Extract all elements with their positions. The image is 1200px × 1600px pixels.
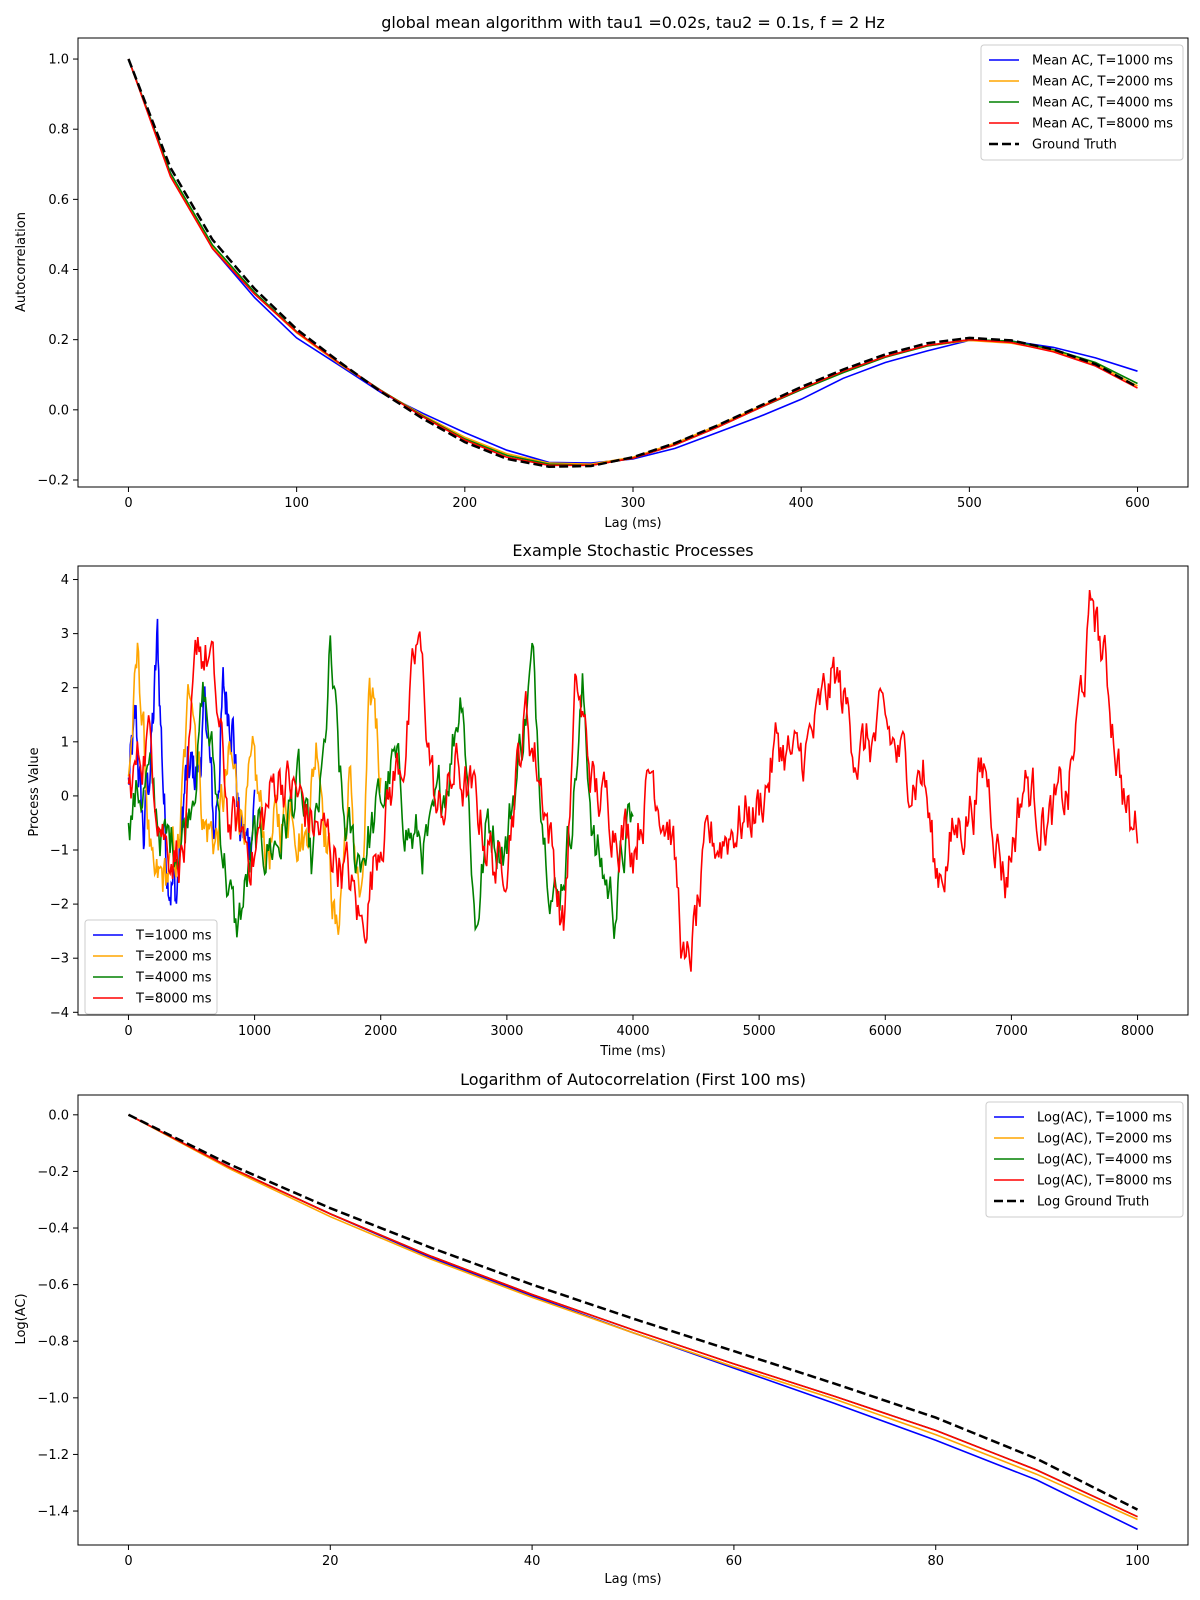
y-axis-label: Log(AC) <box>14 1293 29 1344</box>
y-tick-label: −1.2 <box>37 1448 69 1463</box>
x-tick-label: 5000 <box>743 1024 776 1039</box>
series-line <box>128 1114 1138 1518</box>
y-tick-label: 0.6 <box>48 193 69 208</box>
x-tick-label: 0 <box>124 1554 132 1569</box>
x-tick-label: 2000 <box>364 1024 397 1039</box>
series-line <box>127 618 256 906</box>
y-tick-label: −0.2 <box>37 1165 69 1180</box>
legend-box <box>980 44 1184 161</box>
legend-label: T=1000 ms <box>135 929 212 944</box>
y-tick-label: −0.4 <box>37 1222 69 1237</box>
x-axis-label: Lag (ms) <box>604 1572 661 1587</box>
y-tick-label: 2 <box>61 681 69 696</box>
legend-label: Log(AC), T=8000 ms <box>1037 1174 1172 1189</box>
legend-label: Log(AC), T=2000 ms <box>1037 1132 1172 1147</box>
x-tick-label: 0 <box>124 496 132 511</box>
series-group <box>127 589 1139 972</box>
x-tick-label: 20 <box>322 1554 339 1569</box>
y-tick-label: 1 <box>61 735 69 750</box>
series-line <box>127 642 382 935</box>
x-tick-label: 600 <box>1125 496 1150 511</box>
series-group <box>127 58 1139 468</box>
series-line <box>127 635 634 939</box>
chart-title: global mean algorithm with tau1 =0.02s, … <box>381 13 885 32</box>
x-tick-label: 100 <box>284 496 309 511</box>
x-tick-label: 100 <box>1125 1554 1150 1569</box>
y-axis-label: Autocorrelation <box>14 212 29 312</box>
x-tick-label: 3000 <box>490 1024 523 1039</box>
y-tick-label: −1.0 <box>37 1391 69 1406</box>
legend-label: Mean AC, T=1000 ms <box>1032 54 1173 69</box>
y-tick-label: −1.4 <box>37 1505 69 1520</box>
y-tick-label: 0.0 <box>48 403 69 418</box>
legend-box <box>985 1101 1184 1218</box>
x-tick-label: 60 <box>726 1554 743 1569</box>
x-tick-label: 1000 <box>238 1024 271 1039</box>
x-tick-label: 400 <box>789 496 814 511</box>
legend-label: Log(AC), T=4000 ms <box>1037 1153 1172 1168</box>
x-tick-label: 40 <box>524 1554 541 1569</box>
y-tick-label: 0.2 <box>48 333 69 348</box>
y-tick-label: 0.4 <box>48 263 69 278</box>
y-tick-label: 1.0 <box>48 53 69 68</box>
y-tick-label: −3 <box>50 952 69 967</box>
y-tick-label: −0.6 <box>37 1278 69 1293</box>
x-tick-label: 300 <box>621 496 646 511</box>
series-line <box>128 1114 1138 1521</box>
series-line <box>127 589 1139 972</box>
series-line <box>127 58 1139 468</box>
legend: Mean AC, T=1000 ms Mean AC, T=2000 ms Mean… <box>980 44 1184 161</box>
legend-label: Mean AC, T=8000 ms <box>1032 117 1173 132</box>
legend-label: Mean AC, T=4000 ms <box>1032 96 1173 111</box>
y-tick-label: 4 <box>61 573 69 588</box>
legend-box <box>84 919 218 1015</box>
y-tick-label: 0.0 <box>48 1108 69 1123</box>
x-tick-label: 80 <box>927 1554 944 1569</box>
x-tick-label: 8000 <box>1121 1024 1154 1039</box>
x-axis-label: Lag (ms) <box>604 516 661 531</box>
legend: T=1000 ms T=2000 ms T=4000 ms T=8000 ms <box>84 919 218 1015</box>
plot-area: 0 1000 2000 3000 4000 5000 6000 7000 8000 −4 −3 −2 −… <box>50 565 1189 1039</box>
y-tick-label: 0.8 <box>48 123 69 138</box>
y-tick-label: 0 <box>61 789 69 804</box>
plot-area: 0 100 200 300 400 500 600 −0.2 0.0 0.2 0.4 0.6 0.8 1.… <box>37 37 1189 511</box>
y-tick-label: −2 <box>50 898 69 913</box>
series-group <box>127 1113 1139 1531</box>
legend-label: Log Ground Truth <box>1037 1195 1149 1210</box>
chart-title: Example Stochastic Processes <box>512 541 753 560</box>
y-axis-label: Process Value <box>27 747 42 836</box>
legend-label: T=8000 ms <box>135 992 212 1007</box>
panel-autocorrelation: global mean algorithm with tau1 =0.02s, … <box>14 13 1189 531</box>
legend: Log(AC), T=1000 ms Log(AC), T=2000 ms Log(… <box>985 1101 1184 1218</box>
plot-frame <box>77 1094 1189 1546</box>
panel-log-autocorrelation: Logarithm of Autocorrelation (First 100 … <box>14 1070 1189 1587</box>
legend-label: Ground Truth <box>1032 138 1117 153</box>
series-line <box>127 58 1138 467</box>
y-tick-label: −1 <box>50 844 69 859</box>
x-tick-label: 4000 <box>616 1024 649 1039</box>
x-tick-label: 6000 <box>869 1024 902 1039</box>
panel-stochastic-processes: Example Stochastic Processes Time (ms) P… <box>27 541 1189 1059</box>
legend-label: Log(AC), T=1000 ms <box>1037 1111 1172 1126</box>
x-axis-label: Time (ms) <box>599 1044 666 1059</box>
y-tick-label: −4 <box>50 1006 69 1021</box>
y-tick-label: −0.8 <box>37 1335 69 1350</box>
plot-area: 0 20 40 60 80 100 −1.4 −1.2 −1.0 −0.8 −0.6 −0.4 −0.2… <box>37 1094 1189 1569</box>
plot-frame <box>77 565 1189 1016</box>
y-tick-label: −0.2 <box>37 473 69 488</box>
y-tick-label: 3 <box>61 627 69 642</box>
chart-title: Logarithm of Autocorrelation (First 100 … <box>460 1070 806 1089</box>
x-tick-label: 0 <box>124 1024 132 1039</box>
series-line <box>127 1113 1139 1511</box>
legend-label: Mean AC, T=2000 ms <box>1032 75 1173 90</box>
x-tick-label: 7000 <box>995 1024 1028 1039</box>
x-tick-label: 200 <box>452 496 477 511</box>
x-tick-label: 500 <box>957 496 982 511</box>
legend-label: T=2000 ms <box>135 950 212 965</box>
legend-label: T=4000 ms <box>135 971 212 986</box>
